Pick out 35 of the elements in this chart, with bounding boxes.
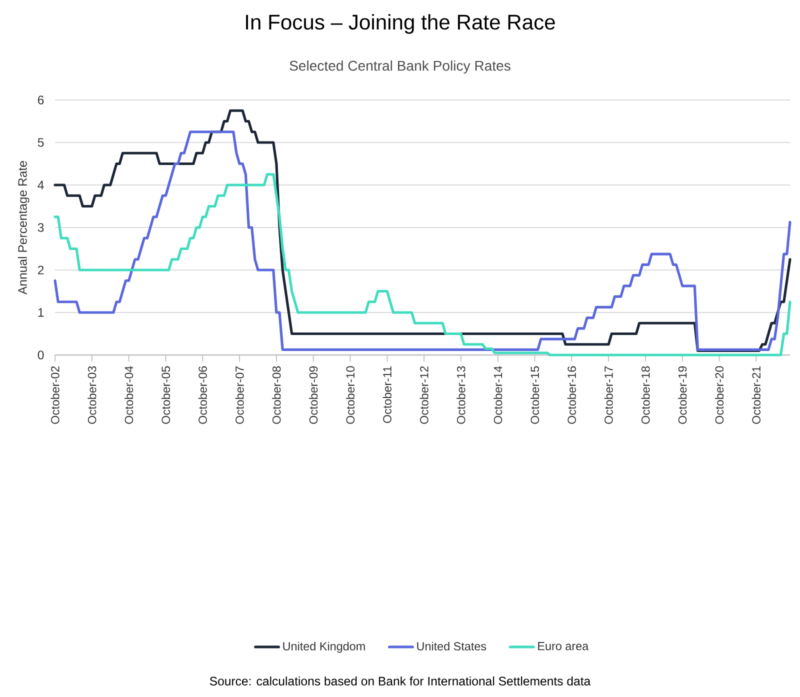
legend-label: United States <box>417 642 486 650</box>
y-axis-title: Annual Percentage Rate <box>18 161 30 294</box>
y-tick-label: 1 <box>38 308 44 317</box>
x-tick-label: October-09 <box>309 366 318 424</box>
x-tick-label: October-10 <box>346 366 355 424</box>
y-tick-label: 6 <box>38 96 44 104</box>
x-tick-label: October-19 <box>678 366 687 424</box>
y-tick-label: 4 <box>38 180 44 190</box>
legend-label: Euro area <box>538 642 589 650</box>
x-tick-label: October-16 <box>567 366 576 424</box>
legend-label: United Kingdom <box>283 642 365 653</box>
x-tick-label: October-07 <box>235 366 244 424</box>
x-tick-label: October-17 <box>604 366 613 424</box>
line-series <box>54 173 792 356</box>
chart-title: In Focus – Joining the Rate Race <box>246 14 555 34</box>
x-tick-label: October-04 <box>124 366 134 424</box>
x-tick-label: October-14 <box>494 366 502 424</box>
x-tick-label: October-11 <box>382 366 392 423</box>
x-tick-label: October-18 <box>641 366 650 424</box>
x-tick-label: October-20 <box>714 366 724 424</box>
x-tick-label: October-12 <box>420 366 428 424</box>
x-tick-label: October-08 <box>272 366 281 424</box>
x-tick-label: October-15 <box>530 366 540 424</box>
y-tick-label: 0 <box>38 350 44 360</box>
x-tick-label: October-13 <box>456 366 466 424</box>
x-tick-label: October-21 <box>752 366 760 424</box>
y-tick-label: 2 <box>38 266 44 274</box>
x-tick-label: October-06 <box>198 366 207 424</box>
source-note: Source: calculations based on Bank for International Settlements data <box>210 676 591 686</box>
chart-subtitle: Selected Central Bank Policy Rates <box>290 60 510 74</box>
x-tick-label: October-02 <box>50 366 60 424</box>
y-tick-label: 3 <box>38 223 44 232</box>
y-tick-label: 5 <box>38 138 44 147</box>
x-tick-label: October-03 <box>88 366 96 424</box>
x-tick-label: October-05 <box>161 366 170 424</box>
